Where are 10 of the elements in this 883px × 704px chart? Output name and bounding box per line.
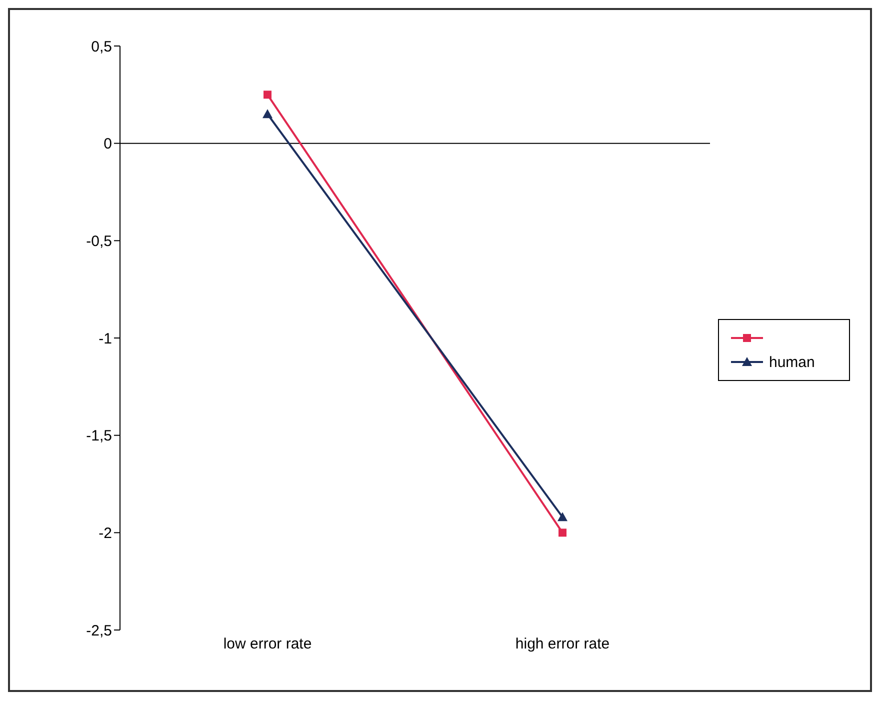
y-tick-label: -1 [98, 330, 112, 348]
legend-label: human [769, 354, 815, 370]
y-tick-label: 0 [104, 136, 112, 153]
y-tick-label: 0,5 [91, 38, 112, 56]
y-tick-label: -0,5 [86, 232, 112, 250]
y-tick-label: -2,5 [86, 622, 112, 640]
x-tick-label: low error rate [223, 636, 312, 653]
y-tick-label: -2 [98, 524, 112, 542]
y-tick-label: -1,5 [86, 428, 112, 445]
x-tick-label: high error rate [515, 636, 610, 653]
